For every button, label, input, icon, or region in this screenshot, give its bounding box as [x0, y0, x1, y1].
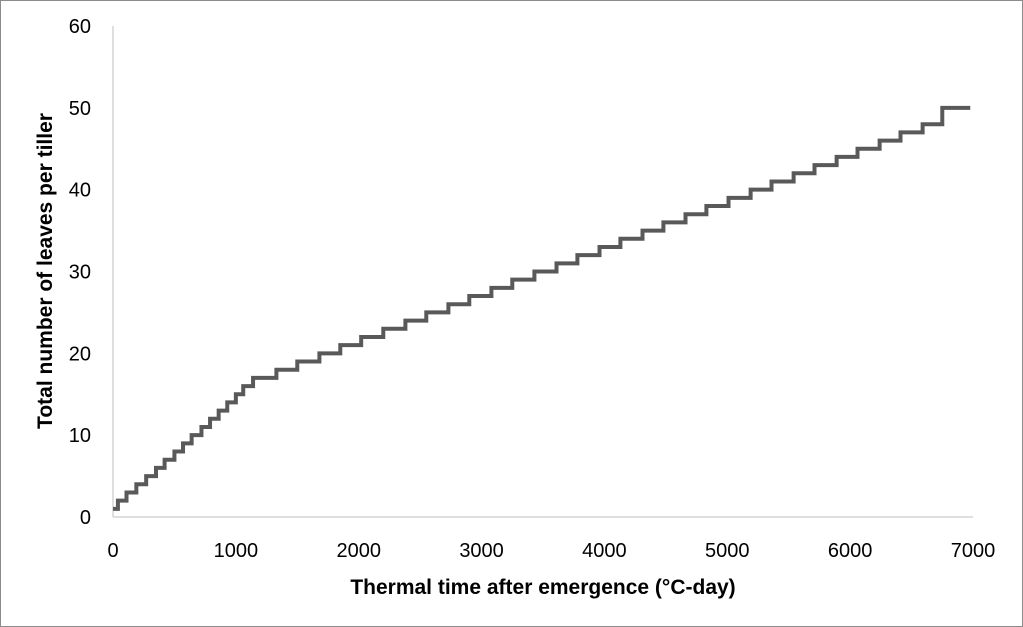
x-tick-label: 7000 [951, 540, 996, 562]
y-axis-title: Total number of leaves per tiller [34, 113, 57, 429]
x-tick-label: 6000 [828, 540, 873, 562]
x-axis-title: Thermal time after emergence (°C-day) [350, 576, 735, 599]
y-tick-label: 0 [80, 507, 91, 529]
x-tick-label: 1000 [214, 540, 259, 562]
y-tick-label: 10 [69, 425, 91, 447]
y-tick-label: 30 [69, 262, 91, 284]
x-tick-label: 4000 [582, 540, 627, 562]
y-tick-label: 60 [69, 16, 91, 38]
series-line [113, 105, 971, 511]
y-tick-label: 20 [69, 343, 91, 365]
axes [112, 26, 973, 518]
y-tick-label: 40 [69, 180, 91, 202]
x-tick-labels: 0 1000 2000 3000 4000 5000 6000 7000 [107, 540, 995, 562]
y-tick-labels: 0 10 20 30 40 50 60 [69, 16, 91, 529]
x-tick-label: 5000 [705, 540, 750, 562]
y-tick-label: 50 [69, 98, 91, 120]
x-tick-label: 3000 [459, 540, 504, 562]
x-tick-label: 0 [107, 540, 118, 562]
x-tick-label: 2000 [336, 540, 381, 562]
